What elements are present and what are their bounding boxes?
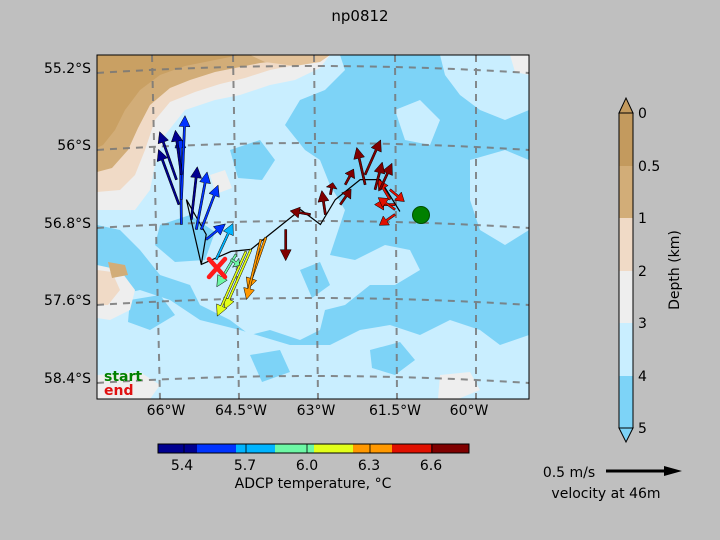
depth-tick-label: 3 — [638, 316, 647, 332]
end-marker — [206, 256, 228, 280]
velocity-arrow — [317, 189, 330, 215]
lat-tick-label: 56°S — [57, 138, 91, 154]
end-x-icon — [206, 256, 228, 280]
lon-tick-label: 66°W — [147, 403, 186, 419]
start-label: start — [104, 369, 142, 385]
velocity-arrow — [194, 171, 211, 230]
velocity-arrow — [373, 161, 386, 191]
temp-tick-label: 5.4 — [171, 458, 193, 474]
lat-tick-label: 58.4°S — [44, 371, 91, 387]
depth-tick-label: 1 — [638, 211, 647, 227]
velocity-arrow — [353, 146, 367, 186]
temperature-colorbar: 5.4 5.7 6.0 6.3 6.6 ADCP temperature, °C — [157, 443, 470, 492]
figure-title: np0812 — [331, 7, 388, 25]
map-frame — [96, 54, 530, 400]
depth-colorbar-label: Depth (km) — [667, 230, 683, 310]
lon-tick-label: 60°W — [450, 403, 489, 419]
temp-tick-label: 6.3 — [358, 458, 380, 474]
velocity-key-speed: 0.5 m/s — [543, 465, 595, 481]
depth-tick-label: 0.5 — [638, 159, 660, 175]
lat-tick-label: 57.6°S — [44, 293, 91, 309]
land-area — [97, 55, 300, 172]
map-panel: start end 55.2°S 56°S 56.8°S 57.6°S 58.4… — [44, 54, 530, 419]
velocity-arrow — [190, 166, 202, 220]
velocity-arrow — [216, 253, 238, 288]
depth-tick-label: 4 — [638, 369, 647, 385]
velocity-arrow — [216, 250, 248, 317]
depth-colorbar: 0 0.5 1 2 3 4 5 Depth (km) — [618, 96, 683, 444]
velocity-key-arrow-icon — [606, 466, 682, 476]
velocity-arrow — [339, 188, 352, 206]
velocity-arrow — [230, 257, 240, 268]
velocity-key-depth: velocity at 46m — [551, 486, 660, 502]
velocity-arrow — [156, 148, 181, 206]
start-circle-icon — [412, 206, 430, 224]
lon-tick-label: 64.5°W — [215, 403, 267, 419]
depth-tick-label: 2 — [638, 264, 647, 280]
velocity-arrow — [388, 188, 405, 202]
map-graticule — [97, 55, 529, 399]
velocity-arrow — [377, 197, 396, 211]
velocity-arrow — [363, 139, 382, 176]
velocity-arrow — [243, 238, 263, 301]
lat-tick-label: 56.8°S — [44, 216, 91, 232]
lon-tick-label: 63°W — [297, 403, 336, 419]
lat-tick-label: 55.2°S — [44, 61, 91, 77]
temp-tick-label: 6.6 — [420, 458, 442, 474]
velocity-arrow — [171, 129, 183, 176]
velocity-arrow — [214, 222, 234, 261]
velocity-arrow — [289, 206, 311, 219]
velocity-key: 0.5 m/s velocity at 46m — [543, 465, 682, 502]
velocity-arrow — [378, 162, 393, 191]
velocity-arrow — [343, 168, 355, 186]
velocity-vectors — [156, 115, 405, 317]
lat-tick-labels: 55.2°S 56°S 56.8°S 57.6°S 58.4°S — [44, 61, 91, 387]
velocity-arrow — [178, 115, 191, 200]
lon-tick-label: 61.5°W — [369, 403, 421, 419]
velocity-arrow — [157, 131, 178, 181]
depth-tick-label: 0 — [638, 106, 647, 122]
velocity-arrow — [378, 213, 396, 226]
velocity-arrow — [325, 182, 338, 196]
end-label: end — [104, 383, 133, 399]
lon-tick-labels: 66°W 64.5°W 63°W 61.5°W 60°W — [147, 403, 489, 419]
depth-tick-label: 5 — [638, 421, 647, 437]
velocity-arrow — [205, 223, 226, 241]
temp-colorbar-label: ADCP temperature, °C — [235, 476, 392, 492]
start-marker — [412, 206, 430, 224]
mid-depth-area — [97, 55, 420, 340]
velocity-arrow — [199, 184, 220, 231]
velocity-arrow — [223, 248, 253, 310]
velocity-arrow — [279, 229, 292, 262]
temp-tick-label: 5.7 — [234, 458, 256, 474]
temp-tick-label: 6.0 — [296, 458, 318, 474]
